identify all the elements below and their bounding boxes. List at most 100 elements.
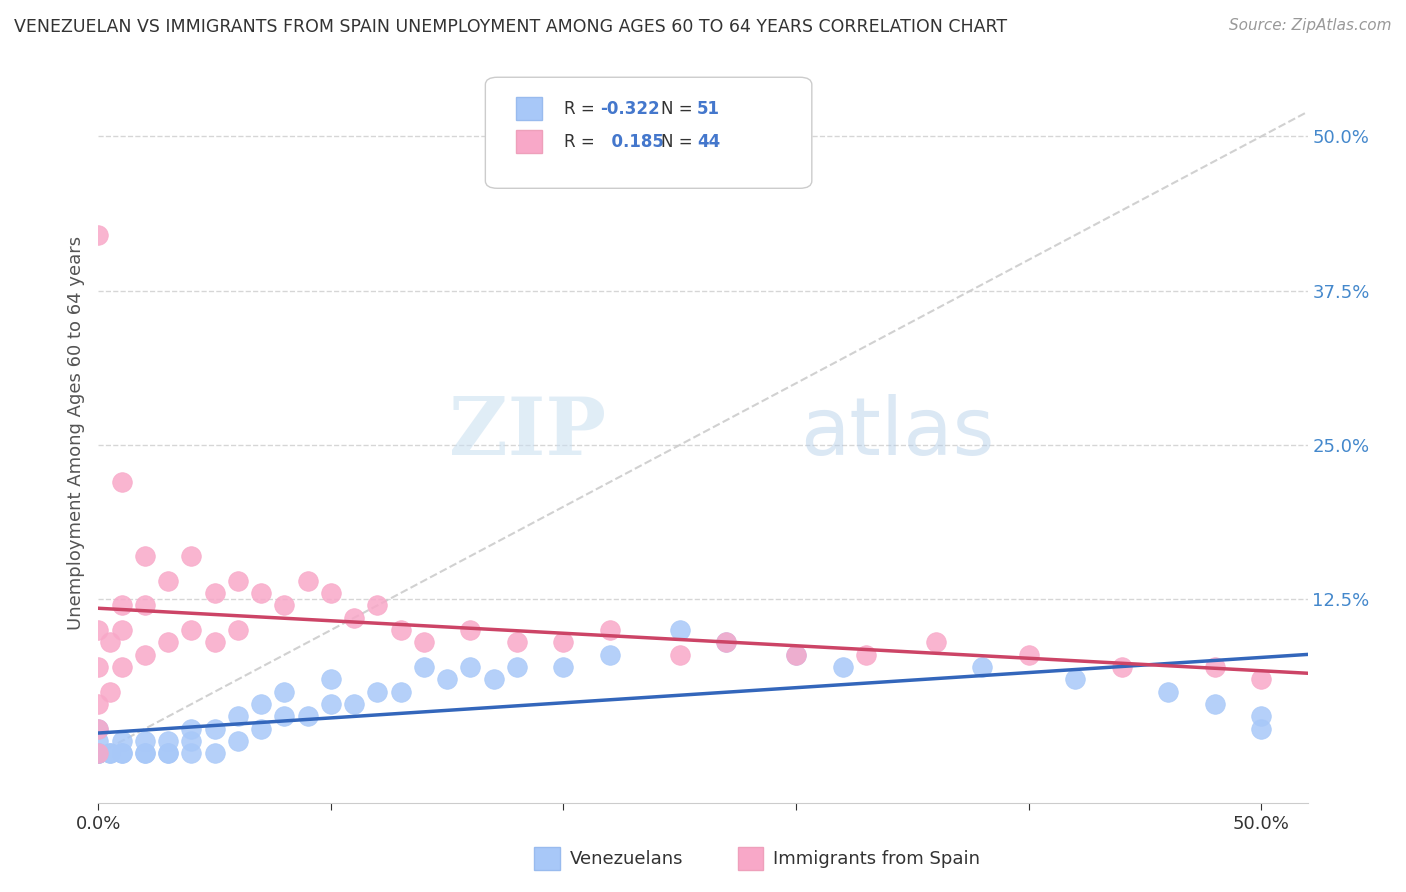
Point bbox=[226, 734, 249, 748]
Point bbox=[180, 747, 202, 761]
Point bbox=[87, 660, 110, 674]
Point bbox=[366, 685, 388, 699]
Point bbox=[343, 611, 366, 625]
Point bbox=[134, 747, 156, 761]
Point bbox=[134, 549, 156, 563]
Point bbox=[87, 747, 110, 761]
Text: ZIP: ZIP bbox=[450, 393, 606, 472]
Point bbox=[831, 660, 853, 674]
Point bbox=[157, 734, 180, 748]
Point bbox=[111, 660, 134, 674]
FancyBboxPatch shape bbox=[485, 78, 811, 188]
Point bbox=[668, 648, 690, 662]
Point bbox=[98, 747, 121, 761]
Point bbox=[98, 747, 121, 761]
Point bbox=[134, 648, 156, 662]
Point bbox=[668, 623, 690, 637]
Text: R =: R = bbox=[564, 133, 600, 151]
Point bbox=[785, 648, 807, 662]
Text: VENEZUELAN VS IMMIGRANTS FROM SPAIN UNEMPLOYMENT AMONG AGES 60 TO 64 YEARS CORRE: VENEZUELAN VS IMMIGRANTS FROM SPAIN UNEM… bbox=[14, 18, 1007, 36]
Point bbox=[87, 697, 110, 711]
Point bbox=[157, 747, 180, 761]
Point bbox=[389, 623, 412, 637]
Point bbox=[785, 648, 807, 662]
Point bbox=[599, 648, 621, 662]
Point bbox=[111, 475, 134, 489]
Point bbox=[1250, 673, 1272, 687]
Point bbox=[1250, 709, 1272, 723]
Y-axis label: Unemployment Among Ages 60 to 64 years: Unemployment Among Ages 60 to 64 years bbox=[66, 235, 84, 630]
Point bbox=[319, 697, 342, 711]
Point bbox=[366, 599, 388, 613]
Point bbox=[134, 747, 156, 761]
Point bbox=[1018, 648, 1040, 662]
Point bbox=[111, 599, 134, 613]
Point bbox=[180, 549, 202, 563]
Point bbox=[87, 722, 110, 736]
Point bbox=[87, 623, 110, 637]
Point bbox=[273, 599, 295, 613]
Text: N =: N = bbox=[661, 133, 697, 151]
Point bbox=[87, 747, 110, 761]
Point bbox=[157, 574, 180, 588]
Bar bbox=[516, 130, 543, 153]
Bar bbox=[516, 97, 543, 120]
Point bbox=[319, 586, 342, 600]
Text: atlas: atlas bbox=[800, 393, 994, 472]
Point bbox=[134, 734, 156, 748]
Point bbox=[87, 228, 110, 243]
Point bbox=[970, 660, 993, 674]
Point bbox=[98, 685, 121, 699]
Point bbox=[226, 623, 249, 637]
Point bbox=[180, 722, 202, 736]
Text: 51: 51 bbox=[697, 100, 720, 118]
Point bbox=[506, 660, 529, 674]
Text: 0.185: 0.185 bbox=[600, 133, 664, 151]
Point bbox=[157, 747, 180, 761]
Point bbox=[1204, 697, 1226, 711]
Point bbox=[553, 635, 575, 649]
Point bbox=[716, 635, 738, 649]
Point bbox=[1204, 660, 1226, 674]
Point bbox=[134, 599, 156, 613]
Text: Source: ZipAtlas.com: Source: ZipAtlas.com bbox=[1229, 18, 1392, 33]
Point bbox=[111, 747, 134, 761]
Text: Immigrants from Spain: Immigrants from Spain bbox=[773, 849, 980, 868]
Text: Venezuelans: Venezuelans bbox=[569, 849, 683, 868]
Point bbox=[413, 660, 436, 674]
Point bbox=[273, 709, 295, 723]
Point bbox=[250, 586, 273, 600]
Point bbox=[297, 574, 319, 588]
Point bbox=[460, 660, 482, 674]
Point bbox=[204, 586, 226, 600]
Point bbox=[855, 648, 877, 662]
Point bbox=[553, 660, 575, 674]
Point bbox=[460, 623, 482, 637]
Text: N =: N = bbox=[661, 100, 697, 118]
Point bbox=[180, 623, 202, 637]
Point bbox=[413, 635, 436, 649]
Point bbox=[87, 747, 110, 761]
Point bbox=[1250, 722, 1272, 736]
Text: -0.322: -0.322 bbox=[600, 100, 659, 118]
Point bbox=[924, 635, 946, 649]
Point bbox=[1064, 673, 1087, 687]
Text: R =: R = bbox=[564, 100, 600, 118]
Point bbox=[343, 697, 366, 711]
Point bbox=[180, 734, 202, 748]
Point bbox=[226, 574, 249, 588]
Point bbox=[1157, 685, 1180, 699]
Point bbox=[87, 734, 110, 748]
Point bbox=[98, 635, 121, 649]
Point bbox=[506, 635, 529, 649]
Point bbox=[297, 709, 319, 723]
Point bbox=[716, 635, 738, 649]
Point bbox=[226, 709, 249, 723]
Point bbox=[157, 635, 180, 649]
Text: 44: 44 bbox=[697, 133, 720, 151]
Point bbox=[204, 722, 226, 736]
Point bbox=[599, 623, 621, 637]
Point bbox=[436, 673, 458, 687]
Point bbox=[250, 697, 273, 711]
Point bbox=[204, 747, 226, 761]
